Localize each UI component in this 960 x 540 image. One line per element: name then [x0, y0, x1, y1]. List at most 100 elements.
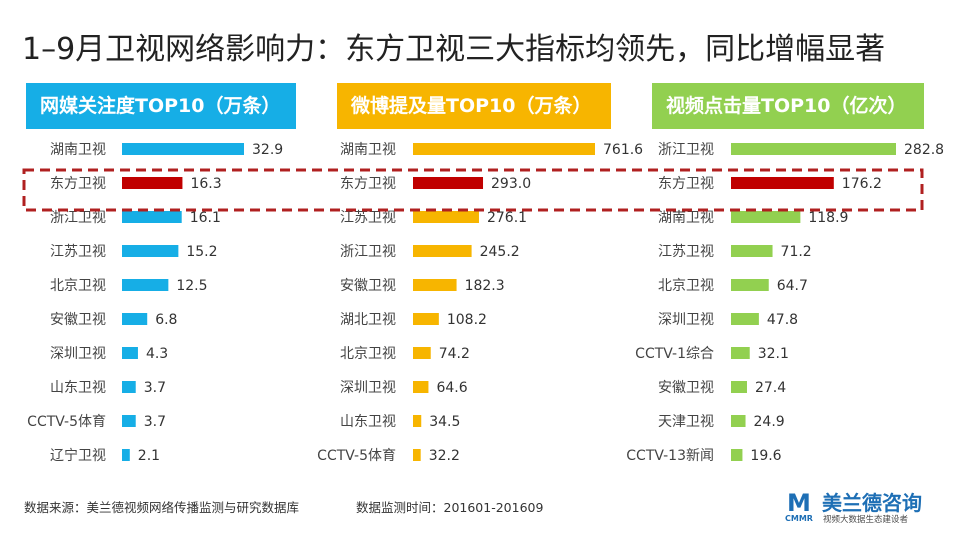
bar	[731, 245, 773, 257]
bar	[122, 279, 169, 291]
value-label: 293.0	[491, 176, 531, 192]
category-label: CCTV-5体育	[317, 448, 396, 464]
value-label: 27.4	[755, 380, 786, 396]
bar	[413, 245, 472, 257]
category-label: 江苏卫视	[50, 244, 106, 260]
category-label: CCTV-1综合	[635, 346, 714, 362]
category-label: 天津卫视	[658, 414, 714, 430]
bar	[731, 381, 747, 393]
bar	[122, 347, 138, 359]
logo-mark-icon: M CMMR	[785, 489, 813, 523]
panel-header-web-media: 网媒关注度TOP10（万条）	[26, 83, 296, 129]
value-label: 182.3	[465, 278, 505, 294]
bar	[413, 449, 421, 461]
value-label: 118.9	[808, 210, 848, 226]
panel-header-video: 视频点击量TOP10（亿次）	[652, 83, 924, 129]
category-label: 北京卫视	[50, 278, 106, 294]
category-label: 深圳卫视	[50, 346, 106, 362]
logo: M CMMR 美兰德咨询 视频大数据生态建设者	[780, 487, 940, 527]
bar	[413, 313, 439, 325]
bar	[731, 279, 769, 291]
value-label: 64.6	[436, 380, 467, 396]
category-label: 浙江卫视	[658, 142, 714, 158]
bar	[122, 245, 179, 257]
value-label: 47.8	[767, 312, 798, 328]
category-label: 江苏卫视	[658, 244, 714, 260]
category-label: 湖南卫视	[658, 210, 714, 226]
value-label: 761.6	[603, 142, 643, 158]
value-label: 32.1	[758, 346, 789, 362]
highlight-box	[22, 168, 924, 212]
value-label: 74.2	[439, 346, 470, 362]
footer-source: 数据来源：美兰德视频网络传播监测与研究数据库	[24, 500, 300, 515]
category-label: 深圳卫视	[658, 312, 714, 328]
category-label: 深圳卫视	[340, 380, 396, 396]
value-label: 16.3	[190, 176, 221, 192]
bar	[413, 211, 479, 223]
page-title: 1–9月卫视网络影响力：东方卫视三大指标均领先，同比增幅显著	[22, 32, 886, 67]
value-label: 6.8	[155, 312, 177, 328]
bar	[122, 415, 136, 427]
bar	[413, 415, 422, 427]
value-label: 32.9	[252, 142, 283, 158]
bar	[731, 143, 896, 155]
bar	[413, 381, 429, 393]
value-label: 3.7	[144, 380, 166, 396]
value-label: 15.2	[186, 244, 217, 260]
bar	[122, 211, 182, 223]
category-label: 北京卫视	[658, 278, 714, 294]
category-label: 山东卫视	[50, 380, 106, 396]
value-label: 2.1	[138, 448, 160, 464]
value-label: 34.5	[429, 414, 460, 430]
value-label: 108.2	[447, 312, 487, 328]
value-label: 64.7	[777, 278, 808, 294]
value-label: 32.2	[429, 448, 460, 464]
category-label: CCTV-5体育	[27, 414, 106, 430]
bar	[731, 313, 759, 325]
value-label: 4.3	[146, 346, 168, 362]
footer-period: 数据监测时间：201601-201609	[356, 500, 544, 515]
bar	[122, 313, 148, 325]
category-label: 浙江卫视	[340, 244, 396, 260]
value-label: 16.1	[190, 210, 221, 226]
bar	[731, 347, 750, 359]
bar	[413, 177, 484, 189]
bar	[731, 177, 834, 189]
logo-mark-letter: M	[787, 489, 811, 517]
category-label: 湖南卫视	[50, 142, 106, 158]
category-label: 东方卫视	[340, 176, 396, 192]
panel-header-weibo: 微博提及量TOP10（万条）	[337, 83, 611, 129]
value-label: 282.8	[904, 142, 944, 158]
bar	[731, 415, 746, 427]
value-label: 245.2	[480, 244, 520, 260]
bar	[122, 143, 244, 155]
value-label: 3.7	[144, 414, 166, 430]
category-label: 安徽卫视	[50, 312, 106, 328]
value-label: 24.9	[754, 414, 785, 430]
category-label: 东方卫视	[50, 176, 106, 192]
logo-name: 美兰德咨询	[822, 491, 922, 515]
category-label: 湖北卫视	[340, 312, 396, 328]
logo-mark-sub: CMMR	[785, 514, 813, 523]
category-label: 北京卫视	[340, 346, 396, 362]
bar	[413, 347, 431, 359]
bar	[122, 381, 136, 393]
bar	[413, 279, 457, 291]
category-label: 安徽卫视	[340, 278, 396, 294]
category-label: 东方卫视	[658, 176, 714, 192]
value-label: 12.5	[176, 278, 207, 294]
category-label: 江苏卫视	[340, 210, 396, 226]
bar	[122, 449, 130, 461]
value-label: 19.6	[750, 448, 781, 464]
value-label: 71.2	[781, 244, 812, 260]
value-label: 276.1	[487, 210, 527, 226]
category-label: 辽宁卫视	[50, 447, 106, 464]
category-label: CCTV-13新闻	[626, 448, 714, 464]
category-label: 湖南卫视	[340, 142, 396, 158]
bar	[413, 143, 595, 155]
category-label: 浙江卫视	[50, 210, 106, 226]
bar	[731, 211, 801, 223]
bar	[731, 449, 743, 461]
value-label: 176.2	[842, 176, 882, 192]
